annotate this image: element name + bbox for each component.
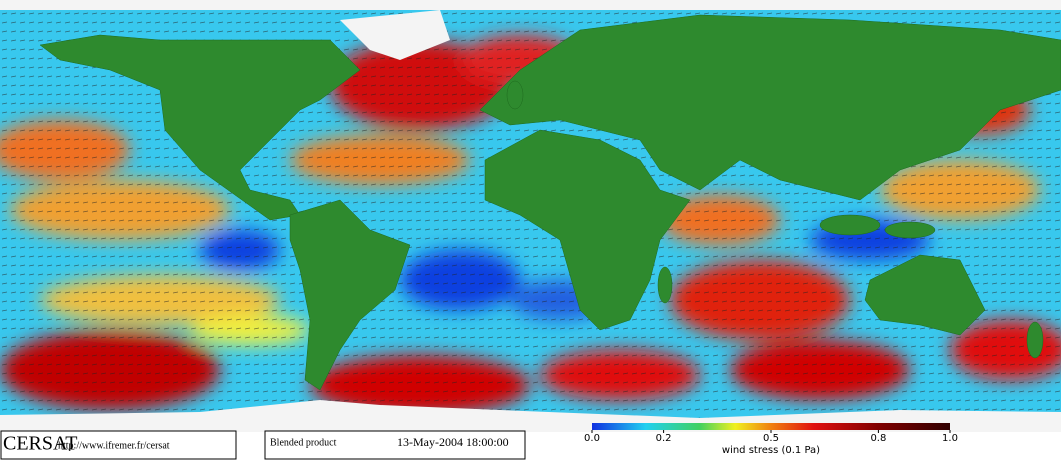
new-guinea bbox=[884, 221, 936, 239]
colorbar-scale bbox=[592, 423, 950, 430]
africa bbox=[484, 129, 691, 331]
arctic bbox=[0, 0, 1061, 10]
product-box bbox=[264, 430, 526, 460]
product-name: Blended product bbox=[270, 437, 337, 448]
colorbar-tick-label: 0.8 bbox=[870, 433, 886, 444]
colorbar-label: wind stress (0.1 Pa) bbox=[722, 445, 820, 456]
url: http://www.ifremer.fr/cersat bbox=[58, 440, 170, 451]
logo-box bbox=[0, 430, 237, 460]
madagascar bbox=[657, 266, 673, 304]
new-zealand bbox=[1026, 321, 1044, 359]
australia bbox=[864, 254, 986, 336]
eurasia bbox=[479, 14, 1061, 201]
colorbar-tick-label: 1.0 bbox=[942, 433, 958, 444]
colorbar-tick-label: 0.2 bbox=[656, 433, 672, 444]
colorbar-tick-label: 0.0 bbox=[584, 433, 600, 444]
continents bbox=[39, 14, 1061, 391]
britain bbox=[506, 80, 524, 110]
colorbar-tick-label: 0.5 bbox=[763, 433, 779, 444]
logo: CERSAT bbox=[3, 433, 77, 455]
colorbar: wind stress (0.1 Pa) 0.0 0.2 0.5 0.8 1.0 bbox=[584, 423, 958, 456]
south-america bbox=[289, 199, 411, 391]
north-america bbox=[39, 34, 361, 221]
indonesia bbox=[819, 214, 881, 236]
product-date: 13-May-2004 18:00:00 bbox=[397, 435, 509, 449]
greenland bbox=[340, 10, 450, 60]
